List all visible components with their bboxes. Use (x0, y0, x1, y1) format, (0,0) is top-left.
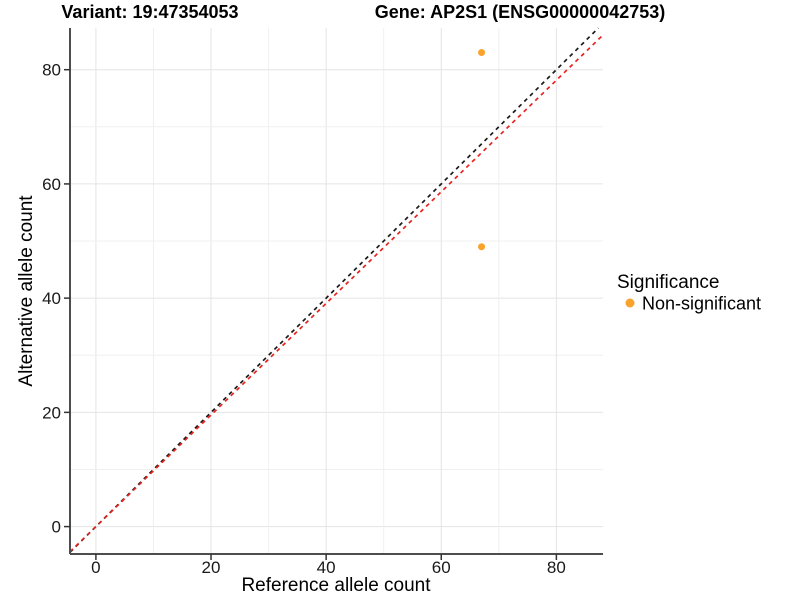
tick-labels: 0 20 40 60 80 0 20 40 60 80 (42, 61, 566, 577)
data-point (478, 243, 486, 251)
y-tick-label: 20 (42, 403, 61, 422)
x-tick-label: 40 (317, 558, 336, 577)
plot-title-gene: Gene: AP2S1 (ENSG00000042753) (375, 2, 666, 22)
data-points (478, 49, 486, 251)
x-tick-label: 60 (432, 558, 451, 577)
gridlines (70, 28, 603, 554)
x-axis-title: Reference allele count (241, 575, 431, 596)
reference-lines (69, 27, 604, 553)
y-tick-label: 80 (42, 61, 61, 80)
x-tick-label: 80 (547, 558, 566, 577)
y-tick-label: 0 (52, 518, 61, 537)
identity-line (69, 27, 599, 553)
tick-marks (64, 68, 558, 560)
y-tick-label: 40 (42, 289, 61, 308)
legend-title: Significance (617, 272, 719, 293)
legend-key-dot (625, 298, 635, 308)
legend-item-label: Non-significant (642, 294, 761, 314)
data-point (478, 49, 486, 57)
y-tick-label: 60 (42, 175, 61, 194)
plot-title-variant: Variant: 19:47354053 (61, 2, 238, 22)
axis-lines (69, 28, 603, 555)
expected-ratio-line (69, 34, 604, 553)
legend-items: Non-significant (625, 294, 761, 314)
x-tick-label: 20 (202, 558, 221, 577)
y-axis-title: Alternative allele count (16, 195, 37, 387)
x-tick-label: 0 (91, 558, 100, 577)
legend: Significance Non-significant (617, 272, 761, 314)
